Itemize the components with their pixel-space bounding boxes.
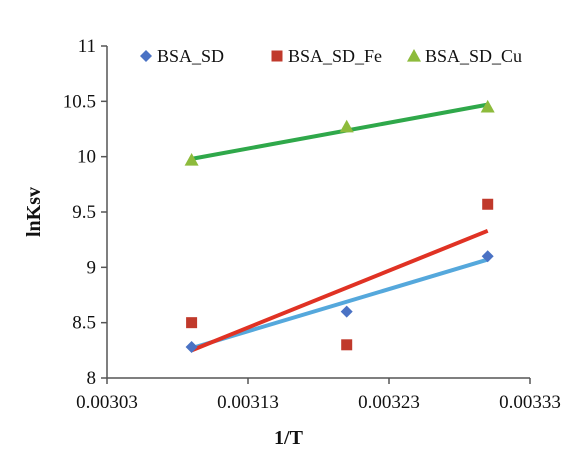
axes: 8 8.5 9 9.5 10 10.5 11 0.00303 0.00313 0.00323 0.0… xyxy=(63,36,561,413)
data-points xyxy=(184,99,495,354)
trendline-bsa-sd-fe xyxy=(190,228,489,353)
x-tick-label: 0.00303 xyxy=(76,392,138,413)
point-bsa-sd xyxy=(185,341,198,354)
legend-marker-bsa-sd-fe xyxy=(271,50,283,62)
point-bsa-sd-cu xyxy=(480,99,495,113)
legend-marker-bsa-sd xyxy=(140,50,152,62)
y-tick-label: 10.5 xyxy=(63,91,96,112)
y-tick-label: 8.5 xyxy=(72,313,96,334)
y-tick-label: 9 xyxy=(87,257,97,278)
point-bsa-sd-cu xyxy=(339,119,354,133)
legend-label: BSA_SD_Cu xyxy=(425,46,522,66)
legend: BSA_SD BSA_SD_Fe BSA_SD_Cu xyxy=(140,46,522,66)
trendlines xyxy=(190,102,489,353)
point-bsa-sd-fe xyxy=(186,317,198,329)
point-bsa-sd-cu xyxy=(184,152,199,166)
trendline-bsa-sd xyxy=(191,257,489,351)
legend-marker-bsa-sd-cu xyxy=(407,49,421,62)
x-tick-label: 0.00333 xyxy=(499,392,561,413)
point-bsa-sd xyxy=(340,305,353,318)
y-tick-label: 9.5 xyxy=(72,202,96,223)
x-tick-label: 0.00323 xyxy=(358,392,420,413)
x-axis-title: 1/T xyxy=(274,427,304,449)
y-axis-title: lnKsv xyxy=(23,187,45,237)
point-bsa-sd xyxy=(481,250,494,263)
y-tick-label: 10 xyxy=(77,147,96,168)
x-tick-label: 0.00313 xyxy=(217,392,279,413)
legend-label: BSA_SD xyxy=(157,46,224,66)
point-bsa-sd-fe xyxy=(341,339,353,351)
y-tick-label: 8 xyxy=(87,368,97,389)
point-bsa-sd-fe xyxy=(482,198,494,210)
trendline-bsa-sd-cu xyxy=(191,102,489,161)
legend-label: BSA_SD_Fe xyxy=(288,46,382,66)
y-tick-label: 11 xyxy=(78,36,96,57)
